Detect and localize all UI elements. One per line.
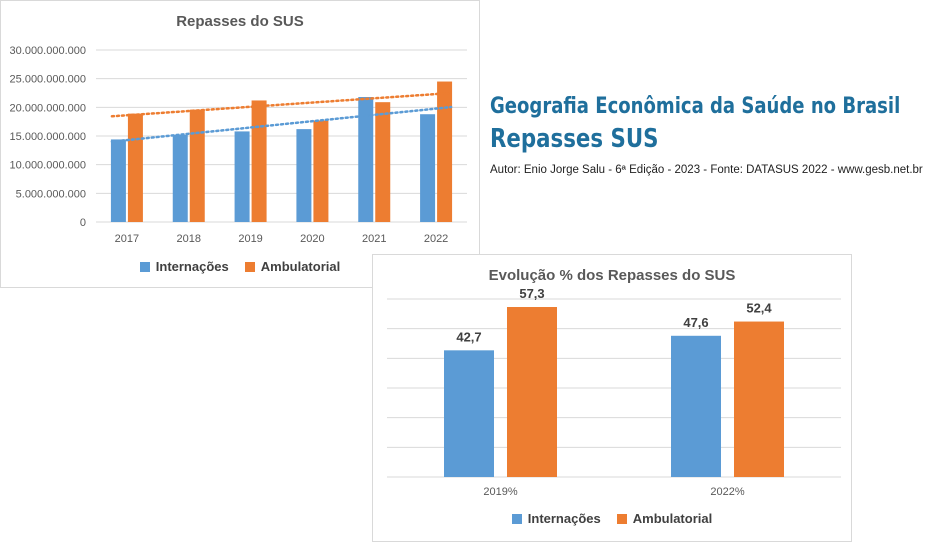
- bar-internacoes: [444, 350, 494, 477]
- trendline-ambulatorial: [110, 91, 453, 118]
- evolucao-chart-svg: 42,7 57,3 2019% 47,6 52,4 2022%: [387, 286, 841, 498]
- legend-item-internacoes: Internações: [511, 511, 601, 526]
- x-tick-label: 2018: [177, 233, 201, 245]
- y-tick-label: 10.000.000.000: [10, 160, 86, 172]
- y-tick-label: 15.000.000.000: [10, 131, 86, 143]
- chart-legend: Internações Ambulatorial: [1, 259, 479, 274]
- bar-ambulatorial: [189, 109, 205, 222]
- y-tick-label: 30.000.000.000: [10, 45, 86, 57]
- trendline-internacoes: [110, 105, 453, 143]
- x-tick-label: 2022%: [710, 486, 744, 498]
- y-tick-label: 20.000.000.000: [10, 102, 86, 114]
- legend-swatch-internacoes: [511, 513, 522, 524]
- data-label: 52,4: [746, 301, 772, 316]
- y-tick-label: 25.000.000.000: [10, 74, 86, 86]
- legend-item-ambulatorial: Ambulatorial: [616, 511, 713, 526]
- bar-ambulatorial: [437, 81, 453, 223]
- x-tick-label: 2019%: [483, 486, 517, 498]
- legend-label-ambulatorial: Ambulatorial: [632, 511, 713, 526]
- legend-swatch-internacoes: [139, 261, 150, 272]
- page-title: Geografia Econômica da Saúde no Brasil: [490, 94, 901, 119]
- author-credit: Autor: Enio Jorge Salu - 6ª Edição - 202…: [490, 164, 923, 176]
- repasses-chart-panel: Repasses do SUS 0 5.000.000.000 10.000.000…: [0, 0, 480, 288]
- legend-swatch-ambulatorial: [616, 513, 627, 524]
- bar-internacoes: [296, 129, 312, 222]
- x-tick-label: 2021: [362, 233, 386, 245]
- bar-ambulatorial: [734, 321, 784, 477]
- chart-legend: Internações Ambulatorial: [373, 511, 851, 526]
- evolucao-chart-panel: Evolução % dos Repasses do SUS 42,7 57,3 2…: [372, 254, 852, 542]
- y-tick-label: 5.000.000.000: [16, 188, 86, 200]
- bar-ambulatorial: [313, 120, 329, 222]
- bar-ambulatorial: [251, 100, 267, 222]
- y-tick-label: 0: [80, 217, 86, 229]
- bar-internacoes: [420, 114, 436, 222]
- x-tick-label: 2019: [238, 233, 262, 245]
- bar-ambulatorial: [507, 307, 557, 477]
- page-subtitle: Repasses SUS: [490, 124, 659, 154]
- data-label: 42,7: [456, 329, 481, 344]
- bar-ambulatorial: [127, 113, 143, 222]
- bar-internacoes: [172, 134, 188, 222]
- bar-internacoes: [234, 131, 250, 222]
- bar-internacoes: [358, 97, 374, 222]
- page-heading: Geografia Econômica da Saúde no Brasil R…: [490, 92, 930, 176]
- x-tick-label: 2022: [424, 233, 448, 245]
- legend-item-ambulatorial: Ambulatorial: [244, 259, 341, 274]
- bar-internacoes: [671, 335, 721, 477]
- legend-label-internacoes: Internações: [527, 511, 601, 526]
- data-label: 47,6: [683, 315, 708, 330]
- x-tick-label: 2020: [300, 233, 324, 245]
- legend-label-ambulatorial: Ambulatorial: [260, 259, 341, 274]
- legend-item-internacoes: Internações: [139, 259, 229, 274]
- legend-label-internacoes: Internações: [155, 259, 229, 274]
- data-label: 57,3: [519, 286, 544, 301]
- chart-title: Evolução % dos Repasses do SUS: [488, 267, 736, 284]
- repasses-chart-svg: 0 5.000.000.000 10.000.000.000 15.000.000.0…: [10, 45, 467, 245]
- x-tick-label: 2017: [115, 233, 139, 245]
- chart-title: Repasses do SUS: [176, 13, 304, 30]
- legend-swatch-ambulatorial: [244, 261, 255, 272]
- bar-internacoes: [110, 139, 126, 222]
- bar-ambulatorial: [375, 102, 391, 222]
